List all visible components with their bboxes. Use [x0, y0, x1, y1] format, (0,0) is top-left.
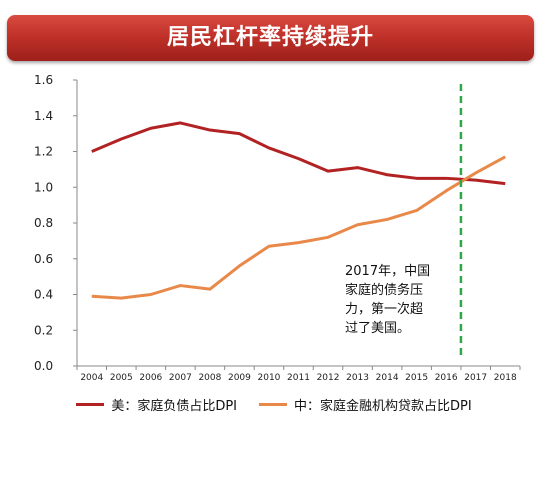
x-tick-label: 2008	[198, 373, 221, 383]
x-tick-label: 2005	[110, 373, 133, 383]
y-tick-label: 0.2	[34, 323, 53, 337]
legend-item-us: 美：家庭负债占比DPI	[76, 395, 237, 414]
annotation-line: 2017年，中国	[345, 264, 431, 279]
x-tick-label: 2004	[80, 373, 103, 383]
x-tick-label: 2016	[435, 373, 458, 383]
annotation-line: 过了美国。	[345, 321, 411, 336]
x-tick-label: 2011	[287, 373, 310, 383]
x-tick-label: 2009	[228, 373, 251, 383]
y-tick-label: 0.0	[34, 359, 53, 373]
y-tick-label: 0.6	[34, 252, 53, 266]
title-banner: 居民杠杆率持续提升	[7, 15, 534, 61]
series-line-us	[91, 121, 506, 186]
y-tick-label: 1.0	[34, 180, 53, 194]
annotation-text: 2017年，中国 家庭的债务压 力，第一次超 过了美国。	[345, 262, 455, 338]
legend-label-china: 中：家庭金融机构贷款占比DPI	[294, 398, 472, 414]
annotation-line: 力，第一次超	[345, 302, 424, 317]
x-tick-label: 2013	[346, 373, 369, 383]
page-title: 居民杠杆率持续提升	[166, 25, 374, 50]
legend-swatch-us	[76, 402, 105, 406]
chart-legend: 美：家庭负债占比DPI 中：家庭金融机构贷款占比DPI	[0, 392, 548, 416]
x-tick-label: 2014	[376, 373, 399, 383]
y-tick-label: 1.6	[34, 73, 53, 87]
x-tick-label: 2018	[494, 373, 517, 383]
y-tick-label: 1.4	[34, 109, 53, 123]
x-tick-label: 2015	[405, 373, 428, 383]
series-line-china	[91, 155, 506, 300]
legend-label-us: 美：家庭负债占比DPI	[111, 398, 237, 414]
annotation-line: 家庭的债务压	[345, 283, 424, 298]
x-tick-label: 2006	[139, 373, 162, 383]
y-tick-label: 0.4	[34, 288, 53, 302]
y-tick-label: 0.8	[34, 216, 53, 230]
x-tick-label: 2007	[169, 373, 192, 383]
y-tick-label: 1.2	[34, 145, 53, 159]
x-tick-label: 2017	[464, 373, 487, 383]
x-tick-label: 2010	[258, 373, 281, 383]
x-tick-label: 2012	[317, 373, 340, 383]
legend-item-china: 中：家庭金融机构贷款占比DPI	[259, 395, 472, 414]
legend-swatch-china	[259, 402, 287, 406]
